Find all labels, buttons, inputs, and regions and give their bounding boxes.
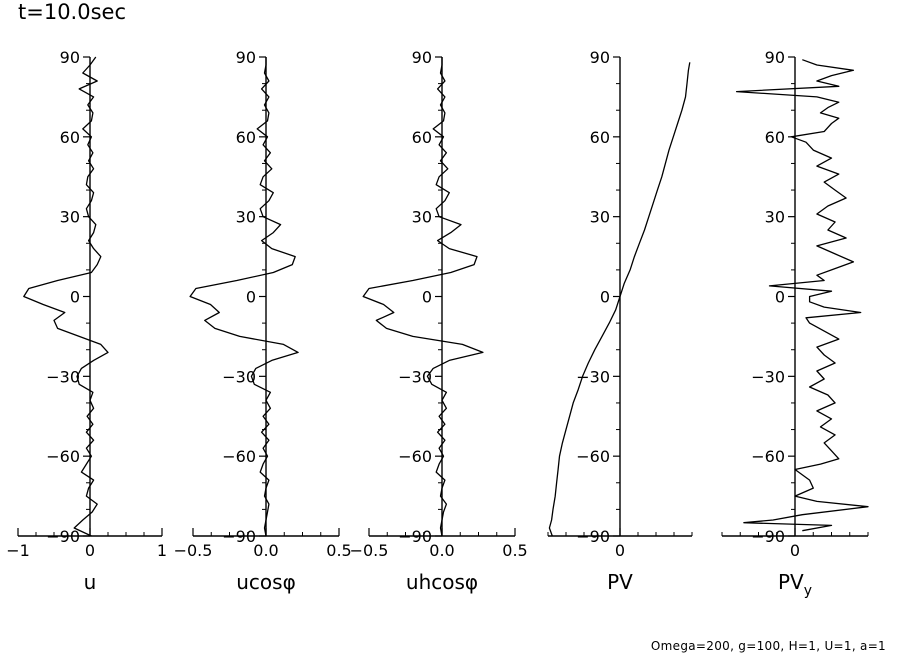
y-tick-label: 30 xyxy=(412,208,432,227)
y-tick-label: 90 xyxy=(765,48,785,67)
y-tick-label: 0 xyxy=(246,288,256,307)
x-tick-label: 0 xyxy=(615,541,625,560)
x-axis-label: ucosφ xyxy=(236,570,296,594)
x-tick-label: 0.5 xyxy=(326,541,351,560)
series-line-4 xyxy=(548,62,691,537)
y-tick-label: −90 xyxy=(576,527,610,546)
y-tick-label: 0 xyxy=(600,288,610,307)
y-tick-label: 90 xyxy=(60,48,80,67)
y-tick-label: 30 xyxy=(590,208,610,227)
y-tick-label: 90 xyxy=(412,48,432,67)
x-tick-label: 0 xyxy=(790,541,800,560)
panel-4: 90 60 30 0 −30 −60 −90 0 PV xyxy=(547,48,693,594)
panel-1: 90 60 30 0 −30 −60 −90 −1 0 1 u xyxy=(6,48,167,594)
series-line-5 xyxy=(735,59,869,532)
y-tick-label: 30 xyxy=(60,208,80,227)
y-tick-label: 90 xyxy=(236,48,256,67)
x-tick-label: −0.5 xyxy=(350,541,389,560)
y-tick-label: −90 xyxy=(46,527,80,546)
series-line-1 xyxy=(23,56,109,537)
series-line-2 xyxy=(189,57,299,537)
x-tick-label: 0 xyxy=(85,541,95,560)
y-tick-label: −30 xyxy=(751,367,785,386)
y-tick-label: 60 xyxy=(765,128,785,147)
x-tick-label: 0.0 xyxy=(429,541,454,560)
y-tick-label: −30 xyxy=(576,367,610,386)
x-axis-label: uhcosφ xyxy=(406,570,478,594)
x-axis-label-main: PV xyxy=(778,570,804,594)
parameters-footer: Omega=200, g=100, H=1, U=1, a=1 xyxy=(650,639,886,653)
y-tick-label: 90 xyxy=(590,48,610,67)
x-axis-label-sub: y xyxy=(804,583,812,599)
x-tick-label: 1 xyxy=(157,541,167,560)
y-tick-label: 30 xyxy=(236,208,256,227)
x-tick-label: 0.0 xyxy=(253,541,278,560)
panel-3: 90 60 30 0 −30 −60 −90 −0.5 0.0 0.5 uhcosφ xyxy=(350,48,528,594)
series-line-3 xyxy=(362,57,484,537)
y-tick-label: 0 xyxy=(422,288,432,307)
y-tick-label: 60 xyxy=(412,128,432,147)
x-axis-label: u xyxy=(84,570,97,594)
panel-2: 90 60 30 0 −30 −60 −90 −0.5 0.0 0.5 ucosφ xyxy=(174,48,352,594)
y-tick-label: 60 xyxy=(60,128,80,147)
y-tick-label: 60 xyxy=(236,128,256,147)
y-tick-label: −30 xyxy=(222,367,256,386)
x-axis-label: PVy xyxy=(778,570,812,599)
y-tick-label: −60 xyxy=(222,447,256,466)
y-tick-label: 0 xyxy=(775,288,785,307)
y-tick-label: −30 xyxy=(398,367,432,386)
y-tick-label: −60 xyxy=(398,447,432,466)
y-tick-label: 0 xyxy=(70,288,80,307)
time-label: t=10.0sec xyxy=(18,0,126,24)
x-tick-label: −0.5 xyxy=(174,541,213,560)
y-tick-label: −60 xyxy=(751,447,785,466)
y-tick-label: −60 xyxy=(46,447,80,466)
y-tick-label: 30 xyxy=(765,208,785,227)
y-tick-label: 60 xyxy=(590,128,610,147)
x-tick-label: −1 xyxy=(6,541,30,560)
y-tick-label: −90 xyxy=(751,527,785,546)
x-axis-label: PV xyxy=(607,570,633,594)
y-tick-label: −60 xyxy=(576,447,610,466)
y-tick-label: −90 xyxy=(222,527,256,546)
y-tick-label: −30 xyxy=(46,367,80,386)
x-tick-label: 0.5 xyxy=(502,541,527,560)
panel-5: 90 60 30 0 −30 −60 −90 0 PVy xyxy=(721,48,869,599)
y-tick-label: −90 xyxy=(398,527,432,546)
